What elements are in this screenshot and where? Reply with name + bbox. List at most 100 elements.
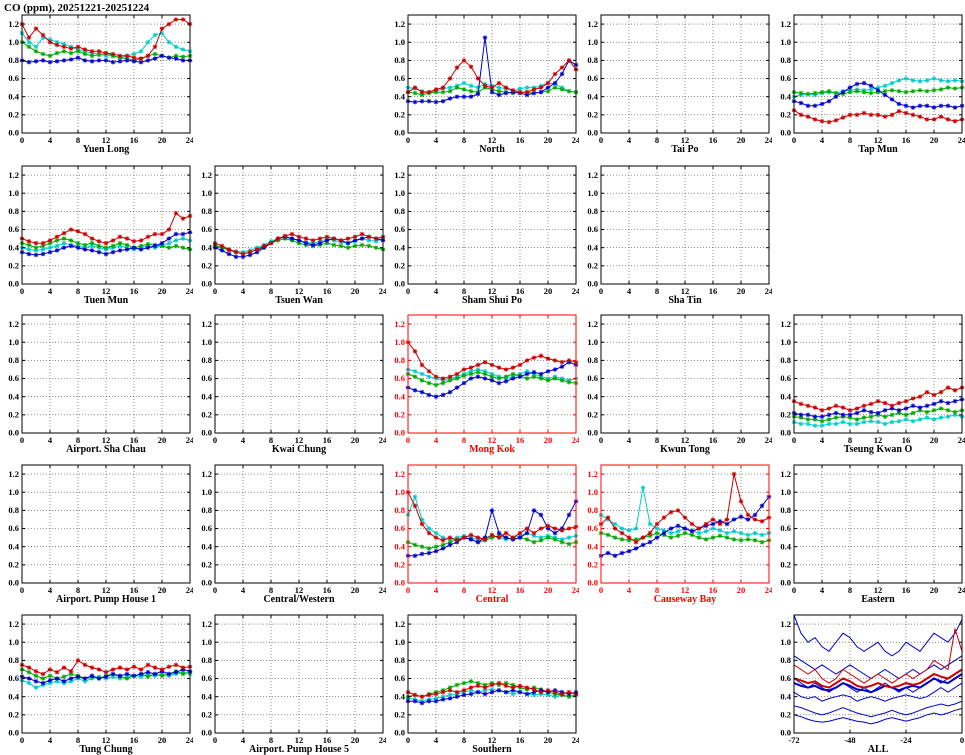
y-tick-label: 0.2 (8, 410, 19, 420)
y-tick-label: 0.8 (780, 55, 791, 65)
chart-title-tung-chung: Tung Chung (79, 744, 132, 755)
x-tick-label: 8 (655, 435, 659, 445)
y-tick-label: 1.2 (201, 469, 212, 479)
x-tick-label: 20 (737, 435, 746, 445)
x-tick-label: 16 (709, 135, 718, 145)
x-tick-label: 20 (737, 286, 746, 296)
chart-title-central-western: Central/Western (263, 594, 335, 605)
y-tick-label: 0.0 (587, 578, 598, 588)
chart-title-kwai-chung: Kwai Chung (272, 444, 326, 455)
x-tick-label: 8 (269, 585, 273, 595)
y-tick-label: 1.0 (780, 637, 791, 647)
y-tick-label: 0.2 (8, 110, 19, 120)
y-tick-label: 1.0 (394, 188, 405, 198)
x-tick-label: 12 (874, 585, 883, 595)
chart-svg-tung-chung: 0 4 8 12 16 20 24 0.0 0.2 0.4 0.6 0.8 1.0 1.2 Tung Chu… (8, 614, 193, 755)
chart-svg-airport-pump-house-5: 0 4 8 12 16 20 24 0.0 0.2 0.4 0.6 0.8 1.0 1.2 Airport.… (201, 614, 386, 755)
x-tick-label: 8 (655, 286, 659, 296)
x-tick-label: 4 (434, 286, 439, 296)
y-tick-label: 1.0 (394, 637, 405, 647)
x-tick-label: 24 (572, 435, 579, 445)
chart-svg-southern: 0 4 8 12 16 20 24 0.0 0.2 0.4 0.6 0.8 1.0 1.2 Southern (394, 614, 579, 755)
x-tick-label: 16 (130, 585, 139, 595)
y-tick-label: 0.2 (201, 410, 212, 420)
y-tick-label: 1.0 (394, 487, 405, 497)
x-tick-label: 16 (130, 286, 139, 296)
y-tick-label: 0.2 (8, 560, 19, 570)
x-tick-label: 8 (269, 435, 273, 445)
x-tick-label: 16 (902, 585, 911, 595)
y-tick-label: 0.4 (780, 541, 791, 551)
x-tick-label: 8 (655, 135, 659, 145)
x-tick-label: 12 (681, 435, 690, 445)
x-tick-label: 16 (323, 286, 332, 296)
y-tick-label: 0.6 (8, 523, 19, 533)
y-tick-label: 0.4 (201, 242, 212, 252)
y-tick-label: 0.0 (394, 128, 405, 138)
x-tick-label: 24 (765, 286, 772, 296)
x-tick-label: 24 (765, 585, 772, 595)
chart-title-all: ALL (868, 744, 889, 755)
chart-svg-tsuen-wan: 0 4 8 12 16 20 24 0.0 0.2 0.4 0.6 0.8 1.0 1.2 Tsuen Wa… (201, 165, 386, 306)
y-tick-label: 0.2 (780, 110, 791, 120)
x-tick-label: 24 (765, 135, 772, 145)
x-tick-label: 12 (874, 435, 883, 445)
y-tick-label: 0.6 (201, 224, 212, 234)
y-tick-label: 0.4 (201, 691, 212, 701)
x-tick-label: 4 (241, 735, 246, 745)
x-tick-label: 0 (406, 286, 410, 296)
chart-airport-pump-house-5: 0 4 8 12 16 20 24 0.0 0.2 0.4 0.6 0.8 1.0 1.2 Airport.… (193, 606, 386, 755)
y-tick-label: 0.2 (201, 261, 212, 271)
x-tick-label: 16 (130, 435, 139, 445)
x-tick-label: 12 (681, 585, 690, 595)
y-tick-label: 0.4 (394, 541, 405, 551)
chart-sha-tin: 0 4 8 12 16 20 24 0.0 0.2 0.4 0.6 0.8 1.0 1.2 Sha Tin (579, 157, 772, 307)
x-tick-label: 20 (351, 286, 360, 296)
y-tick-label: 0.0 (201, 279, 212, 289)
y-tick-label: 0.4 (587, 541, 598, 551)
y-tick-label: 0.2 (780, 560, 791, 570)
y-tick-label: 0.6 (780, 373, 791, 383)
x-tick-label: 4 (241, 286, 246, 296)
y-tick-label: 0.4 (8, 691, 19, 701)
x-tick-label: 8 (269, 735, 273, 745)
y-tick-label: 0.6 (394, 224, 405, 234)
x-tick-label: 20 (158, 435, 167, 445)
x-tick-label: 20 (351, 435, 360, 445)
y-tick-label: 0.8 (394, 206, 405, 216)
y-tick-label: 0.4 (201, 541, 212, 551)
chart-svg-all: -72 -48 -24 0 0.0 0.2 0.4 0.6 0.8 1.0 1.2 ALL (780, 614, 964, 755)
x-tick-label: 16 (323, 585, 332, 595)
y-tick-label: 0.4 (587, 391, 598, 401)
y-tick-label: 0.2 (394, 560, 405, 570)
x-tick-label: 4 (241, 585, 246, 595)
chart-all: -72 -48 -24 0 0.0 0.2 0.4 0.6 0.8 1.0 1.2 ALL (772, 606, 965, 755)
x-tick-label: 12 (295, 286, 304, 296)
y-tick-label: 0.8 (201, 655, 212, 665)
y-tick-label: 1.2 (8, 319, 19, 329)
chart-svg-central-western: 0 4 8 12 16 20 24 0.0 0.2 0.4 0.6 0.8 1.0 1.2 Central/… (201, 464, 386, 605)
y-tick-label: 0.8 (8, 355, 19, 365)
y-tick-label: 1.2 (780, 619, 791, 629)
y-tick-label: 1.2 (394, 19, 405, 29)
y-tick-label: 1.2 (394, 170, 405, 180)
x-tick-label: 24 (379, 435, 386, 445)
y-tick-label: 1.0 (587, 487, 598, 497)
x-tick-label: -48 (844, 735, 855, 745)
y-tick-label: 0.0 (8, 728, 19, 738)
y-tick-label: 0.8 (8, 206, 19, 216)
y-tick-label: 1.2 (8, 469, 19, 479)
x-tick-label: 12 (102, 735, 111, 745)
x-tick-label: 0 (599, 286, 603, 296)
x-tick-label: 4 (434, 135, 439, 145)
chart-title-southern: Southern (472, 744, 512, 755)
x-tick-label: 0 (20, 135, 24, 145)
x-tick-label: 8 (848, 585, 852, 595)
y-tick-label: 1.0 (780, 37, 791, 47)
x-tick-label: 8 (76, 286, 80, 296)
x-tick-label: 24 (958, 435, 965, 445)
x-tick-label: 4 (627, 435, 632, 445)
x-tick-label: 12 (295, 435, 304, 445)
x-tick-label: 4 (434, 435, 439, 445)
